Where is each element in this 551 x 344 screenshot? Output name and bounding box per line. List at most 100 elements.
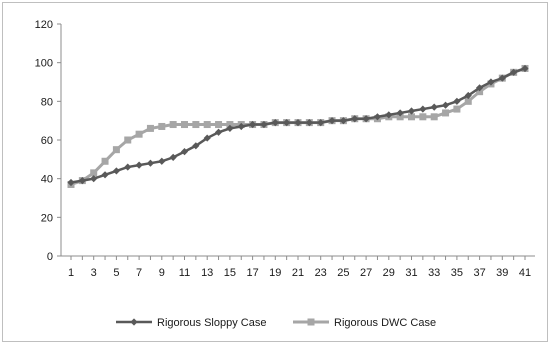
- x-tick-label: 27: [360, 267, 372, 279]
- data-point: [283, 119, 291, 127]
- x-tick-label: 37: [473, 267, 485, 279]
- data-point: [442, 109, 450, 117]
- data-point: [305, 119, 313, 127]
- legend: Rigorous Sloppy Case Rigorous DWC Case: [116, 317, 436, 329]
- data-point: [180, 148, 189, 156]
- x-tick-label: 23: [315, 267, 327, 279]
- data-point: [67, 178, 75, 187]
- x-tick-label: 25: [337, 267, 349, 279]
- data-point: [226, 124, 234, 132]
- data-point: [396, 113, 404, 121]
- legend-label: Rigorous Sloppy Case: [157, 317, 266, 329]
- data-point: [237, 122, 245, 131]
- data-point: [453, 105, 461, 113]
- series-rigorous-dwc-case: [67, 64, 529, 188]
- legend-marker: [307, 318, 315, 326]
- x-tick-label: 19: [269, 267, 281, 279]
- data-point: [158, 122, 166, 130]
- data-point: [146, 124, 154, 132]
- x-tick-label: 7: [136, 267, 142, 279]
- data-point: [430, 113, 438, 121]
- y-tick-label: 0: [47, 251, 53, 263]
- data-point: [453, 97, 461, 105]
- data-point: [124, 163, 132, 171]
- data-point: [408, 113, 415, 121]
- data-point: [135, 130, 143, 138]
- x-tick-label: 5: [113, 267, 119, 279]
- data-point: [419, 113, 427, 121]
- data-point: [135, 161, 143, 169]
- data-point: [407, 107, 416, 115]
- y-tick-label: 60: [41, 135, 53, 147]
- data-point: [419, 105, 427, 113]
- data-point: [112, 146, 120, 154]
- data-point: [260, 120, 268, 129]
- data-point: [203, 121, 211, 129]
- data-point: [215, 121, 223, 129]
- data-point: [328, 117, 336, 125]
- data-point: [476, 84, 484, 92]
- legend-marker: [130, 318, 138, 326]
- y-tick-label: 120: [35, 19, 53, 31]
- x-tick-label: 33: [428, 267, 440, 279]
- y-tick-labels: 0 20 40 60 80 100 120: [35, 19, 53, 263]
- data-point: [158, 157, 166, 165]
- data-point: [124, 136, 132, 144]
- x-tick-labels: 1 3 5 7 9 11 13 15 17 19 21 23 25 27 29 31 33 35 37 39 41: [68, 267, 531, 279]
- legend-label: Rigorous DWC Case: [334, 317, 436, 329]
- data-point: [181, 121, 188, 129]
- y-tick-label: 20: [41, 212, 53, 224]
- x-tick-label: 1: [68, 267, 74, 279]
- data-point: [214, 128, 223, 136]
- x-tick-label: 17: [246, 267, 258, 279]
- data-point: [192, 121, 200, 129]
- data-point: [271, 119, 279, 127]
- data-point: [169, 121, 177, 129]
- data-point: [521, 64, 529, 73]
- data-point: [90, 169, 98, 177]
- series-layer: [67, 64, 529, 188]
- data-point: [373, 113, 382, 121]
- data-point: [169, 153, 177, 161]
- data-point: [203, 134, 211, 142]
- x-tick-label: 31: [405, 267, 417, 279]
- data-point: [101, 171, 109, 179]
- legend-item: Rigorous DWC Case: [293, 317, 436, 329]
- data-point: [441, 101, 450, 109]
- data-point: [192, 142, 200, 150]
- legend-item: Rigorous Sloppy Case: [116, 317, 266, 329]
- series-rigorous-sloppy-case: [67, 64, 529, 187]
- x-tick-label: 35: [451, 267, 463, 279]
- y-tick-label: 80: [41, 96, 53, 108]
- data-point: [498, 74, 506, 82]
- x-tick-label: 41: [519, 267, 531, 279]
- x-tick-label: 29: [383, 267, 395, 279]
- y-tick-label: 40: [41, 174, 53, 186]
- x-tick-label: 39: [496, 267, 508, 279]
- data-point: [430, 103, 438, 111]
- data-point: [146, 159, 155, 167]
- x-tick-label: 3: [91, 267, 97, 279]
- data-point: [339, 117, 347, 125]
- data-point: [351, 115, 359, 123]
- y-tick-label: 100: [35, 58, 53, 70]
- data-point: [510, 68, 518, 76]
- data-point: [396, 109, 404, 117]
- data-point: [294, 119, 302, 127]
- data-point: [226, 121, 234, 129]
- x-tick-label: 9: [159, 267, 165, 279]
- data-point: [317, 119, 325, 127]
- x-tick-label: 15: [224, 267, 236, 279]
- data-point: [362, 115, 370, 123]
- data-point: [78, 177, 86, 185]
- x-tick-label: 11: [179, 267, 190, 279]
- data-point: [464, 97, 472, 105]
- data-point: [249, 120, 257, 129]
- data-point: [476, 88, 484, 96]
- data-point: [385, 111, 393, 119]
- data-point: [112, 167, 120, 175]
- data-point: [101, 157, 109, 165]
- data-point: [487, 78, 495, 86]
- x-tick-label: 13: [201, 267, 213, 279]
